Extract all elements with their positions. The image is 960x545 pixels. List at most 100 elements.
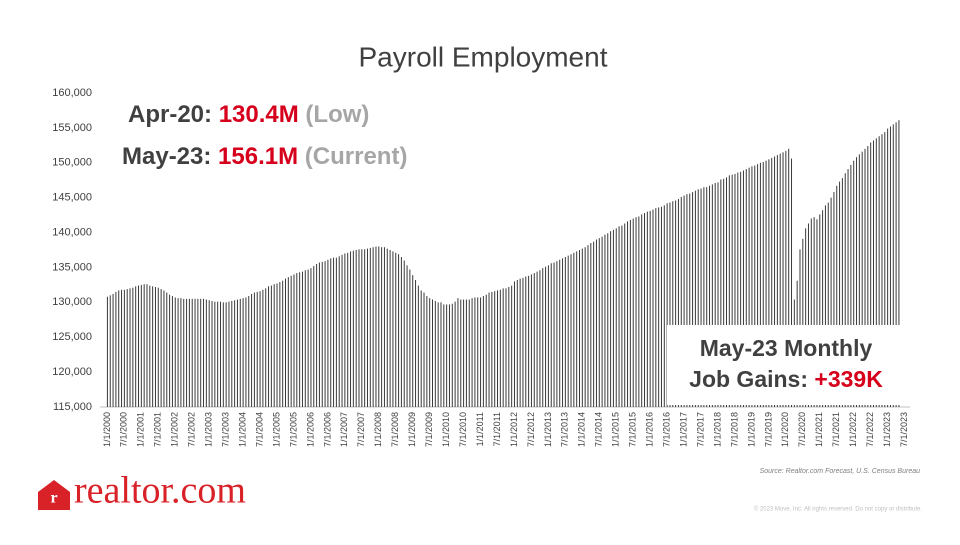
- bar: [621, 225, 623, 407]
- bar: [219, 301, 221, 407]
- bars: [106, 120, 900, 408]
- bar: [895, 122, 897, 407]
- x-tick-label: 1/1/2000: [102, 412, 112, 447]
- annotation: May-23: 156.1M (Current): [122, 143, 407, 170]
- chart-title: Payroll Employment: [359, 41, 608, 72]
- bar: [751, 166, 753, 407]
- bar: [386, 248, 388, 407]
- bar: [706, 187, 708, 407]
- bar: [666, 203, 668, 407]
- bar: [383, 247, 385, 407]
- bar: [279, 282, 281, 407]
- bar: [745, 169, 747, 407]
- bar: [392, 251, 394, 407]
- bar: [737, 172, 739, 407]
- bar: [887, 128, 889, 407]
- bar: [584, 247, 586, 407]
- bar: [658, 207, 660, 407]
- bar: [607, 233, 609, 407]
- bar: [677, 199, 679, 407]
- x-tick-label: 7/1/2019: [763, 412, 773, 447]
- bar: [460, 299, 462, 407]
- bar: [270, 285, 272, 407]
- x-tick-label: 7/1/2022: [865, 412, 875, 447]
- bar: [245, 297, 247, 407]
- bar: [420, 290, 422, 407]
- bar: [717, 182, 719, 407]
- bar: [491, 291, 493, 407]
- bar: [768, 159, 770, 407]
- x-tick-label: 1/1/2005: [271, 412, 281, 447]
- x-tick-label: 7/1/2004: [254, 412, 264, 447]
- bar: [530, 274, 532, 407]
- bar: [412, 275, 414, 407]
- x-tick-label: 1/1/2012: [509, 412, 519, 447]
- bar: [253, 292, 255, 407]
- x-tick-label: 7/1/2000: [119, 412, 129, 447]
- bar: [624, 223, 626, 407]
- bar: [754, 165, 756, 407]
- bar: [485, 294, 487, 407]
- bar: [833, 192, 835, 407]
- bar: [785, 150, 787, 407]
- bar: [109, 295, 111, 407]
- bar: [550, 263, 552, 407]
- bar: [836, 185, 838, 407]
- x-tick-label: 7/1/2009: [424, 412, 434, 447]
- bar: [463, 299, 465, 407]
- bar: [307, 269, 309, 407]
- bar: [680, 196, 682, 407]
- bar: [268, 286, 270, 407]
- bar: [774, 156, 776, 407]
- bar: [248, 296, 250, 407]
- x-tick-label: 1/1/2021: [814, 412, 824, 447]
- bar: [587, 245, 589, 407]
- x-tick-label: 7/1/2005: [288, 412, 298, 447]
- x-tick-label: 7/1/2012: [526, 412, 536, 447]
- logo-text: realtor.com: [74, 470, 246, 512]
- bar: [850, 164, 852, 407]
- bar: [542, 268, 544, 407]
- bar: [689, 193, 691, 407]
- bar: [771, 157, 773, 407]
- bar: [432, 299, 434, 407]
- bar: [858, 154, 860, 407]
- bar: [282, 280, 284, 407]
- bar: [759, 162, 761, 407]
- bar: [378, 246, 380, 407]
- bar: [824, 205, 826, 407]
- x-tick-label: 7/1/2006: [322, 412, 332, 447]
- logo: r realtor.com: [38, 470, 246, 512]
- bar: [299, 272, 301, 407]
- bar: [839, 181, 841, 407]
- bar: [364, 249, 366, 407]
- bar: [132, 287, 134, 407]
- bar: [129, 288, 131, 407]
- bar: [844, 173, 846, 407]
- bar: [610, 231, 612, 407]
- bar: [366, 248, 368, 407]
- bar: [528, 275, 530, 407]
- bar: [417, 285, 419, 407]
- bar: [313, 266, 315, 407]
- bar: [389, 250, 391, 407]
- bar: [135, 286, 137, 407]
- bar: [714, 183, 716, 407]
- callout-value: +339K: [814, 366, 883, 392]
- bar: [188, 298, 190, 407]
- bar: [618, 226, 620, 407]
- bar: [426, 296, 428, 407]
- x-tick-label: 1/1/2019: [746, 412, 756, 447]
- bar: [827, 202, 829, 407]
- bar: [477, 297, 479, 407]
- bar: [166, 292, 168, 407]
- bar: [304, 270, 306, 407]
- bar: [440, 302, 442, 407]
- x-tick-label: 7/1/2020: [797, 412, 807, 447]
- bar: [567, 255, 569, 407]
- bar: [765, 160, 767, 407]
- bar: [296, 273, 298, 407]
- bar: [598, 238, 600, 407]
- bar: [508, 286, 510, 407]
